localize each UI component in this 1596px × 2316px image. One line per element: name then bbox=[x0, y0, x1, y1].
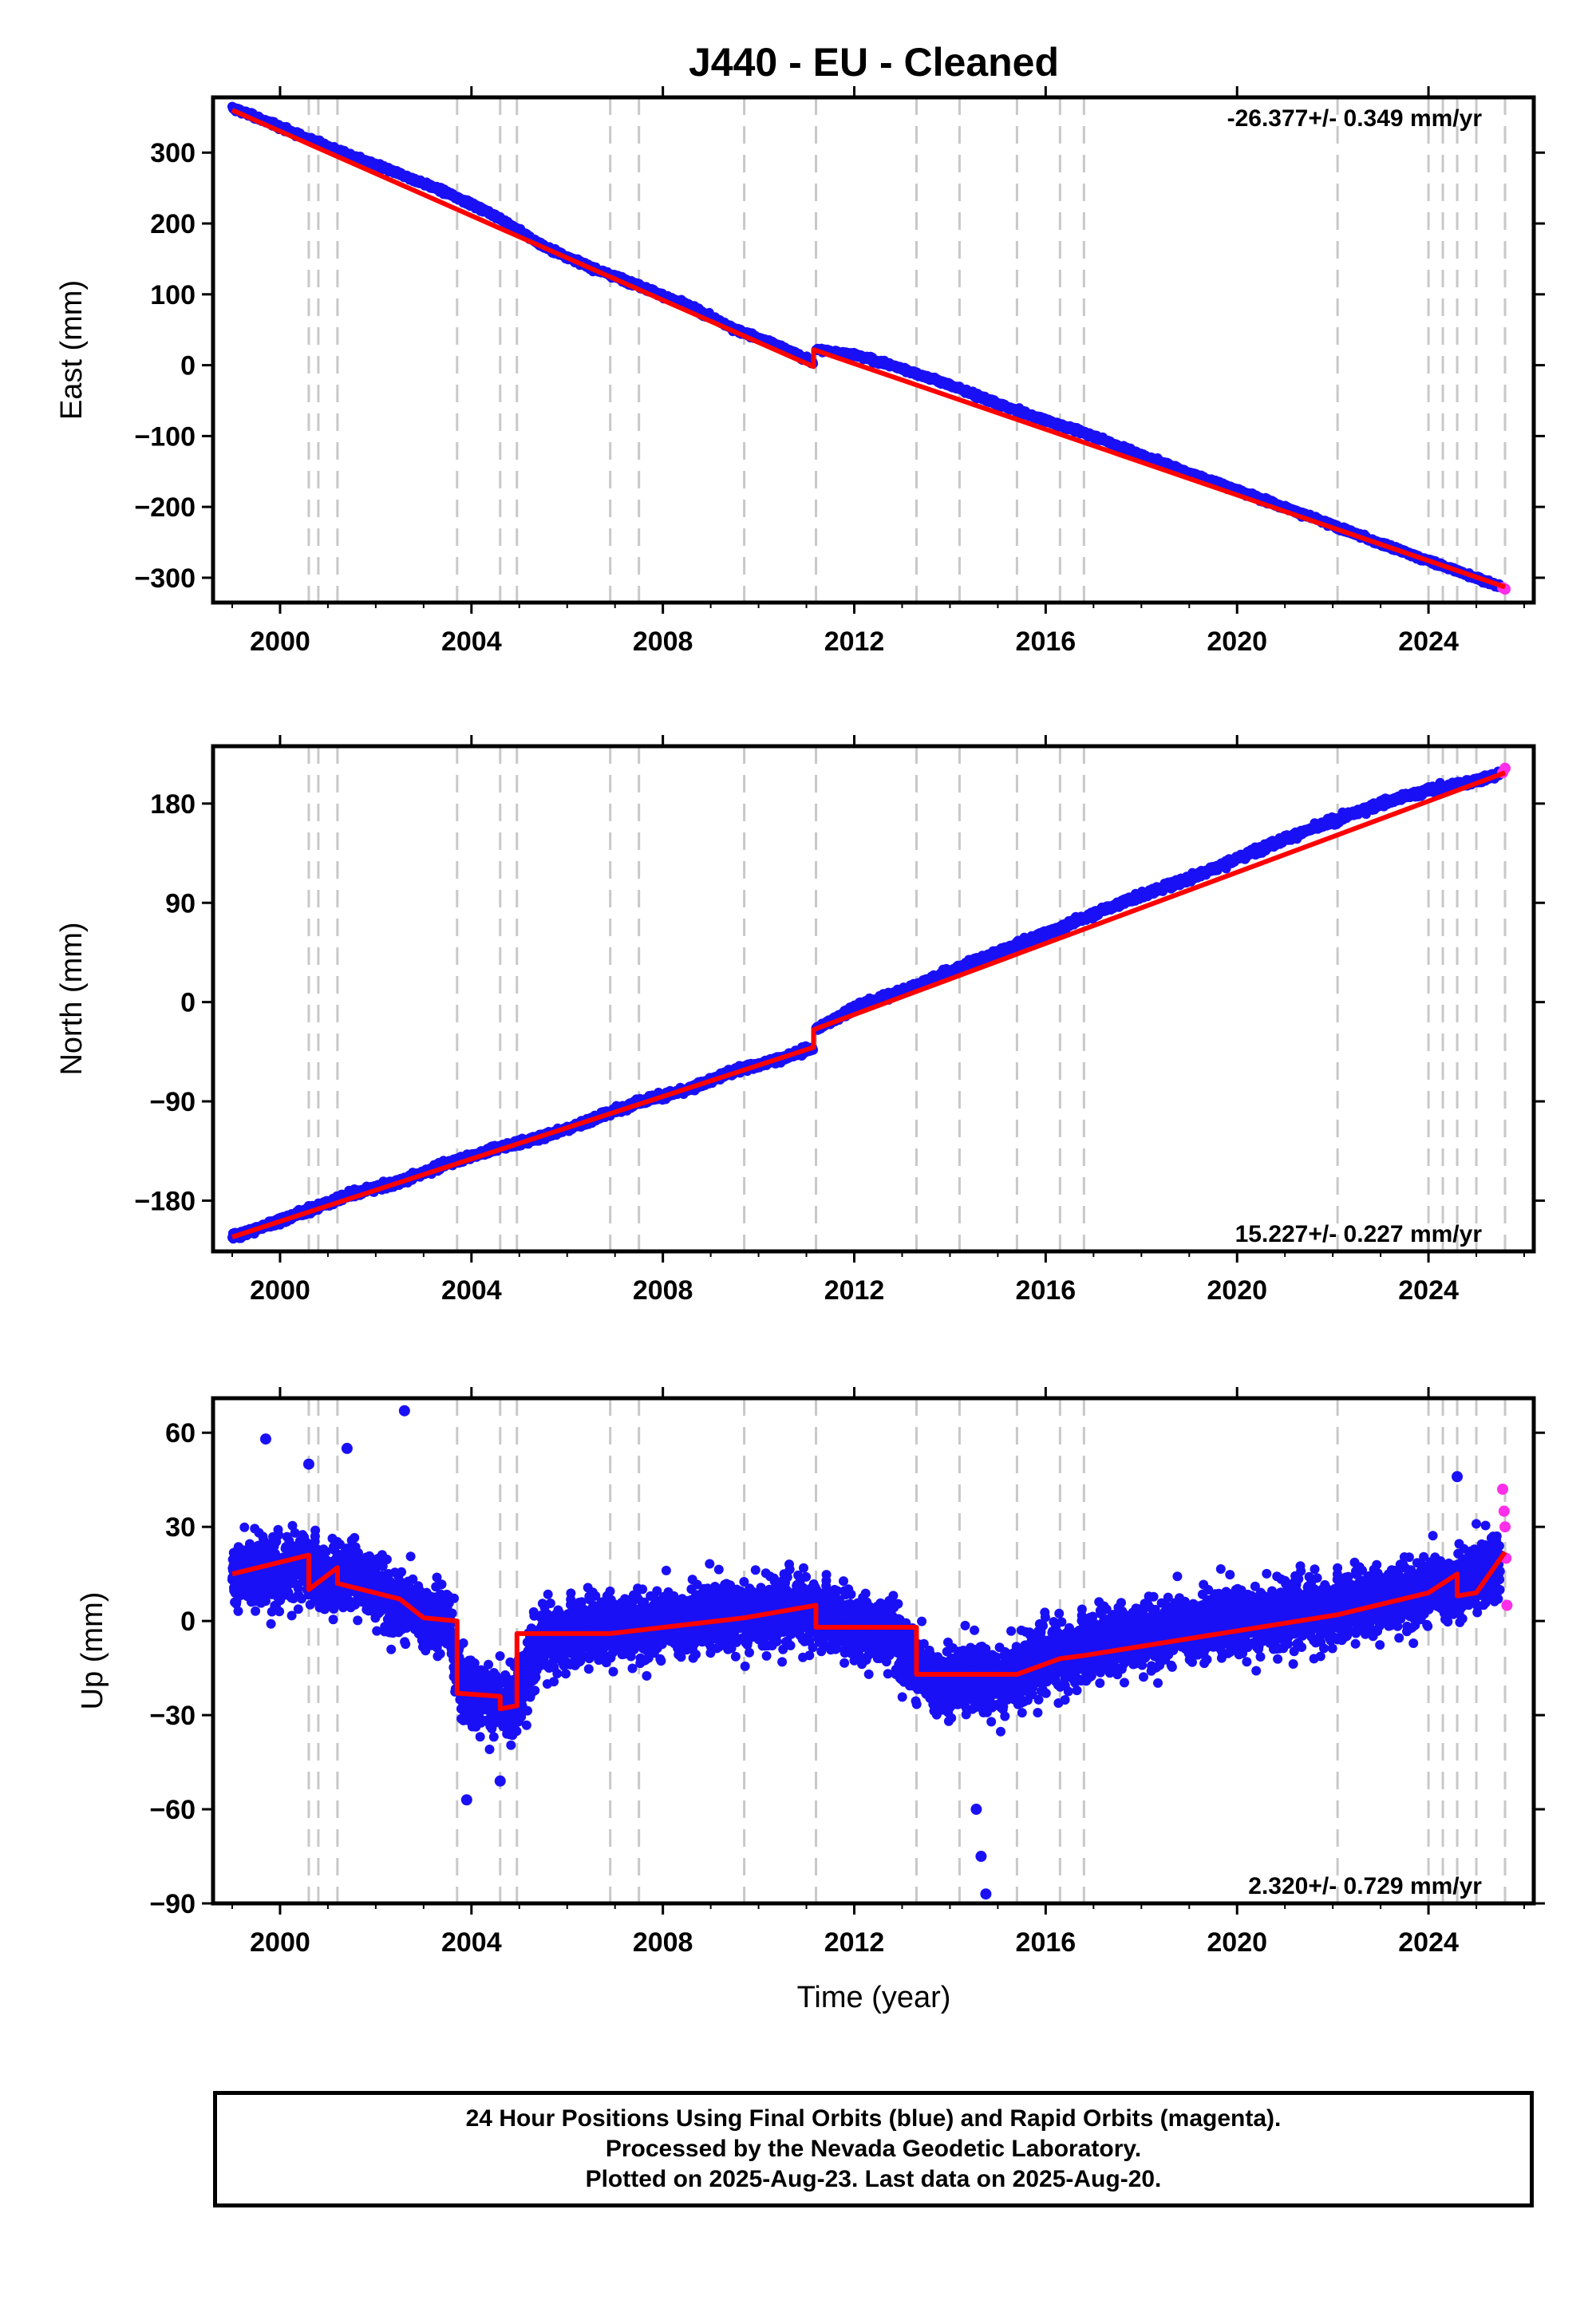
east-ytick-label: −200 bbox=[134, 492, 196, 523]
east-xtick-label: 2020 bbox=[1207, 626, 1267, 657]
east-xtick-label: 2012 bbox=[824, 626, 885, 657]
east-ytick-label: 300 bbox=[150, 138, 196, 168]
east-ytick-label: 100 bbox=[150, 280, 196, 310]
east-ytick-label: 0 bbox=[180, 351, 196, 381]
east-xtick-label: 2000 bbox=[250, 626, 310, 657]
panel-east: 300 200 100 0 −100 −200 −300 2000 2004 2008 2012 20… bbox=[55, 86, 1545, 657]
north-data-layer bbox=[227, 762, 1511, 1244]
east-ytick-label: 200 bbox=[150, 209, 196, 239]
east-ytick-label: −300 bbox=[134, 563, 196, 594]
east-model-line bbox=[231, 108, 1506, 590]
east-ytick-label: −100 bbox=[134, 421, 196, 452]
east-xtick-label: 2004 bbox=[441, 626, 502, 657]
east-frame bbox=[211, 95, 1536, 605]
east-ylabel: East (mm) bbox=[55, 280, 89, 420]
east-xtick-label: 2024 bbox=[1398, 626, 1459, 657]
east-rate-label: -26.377+/- 0.349 mm/yr bbox=[1227, 105, 1483, 132]
east-xtick-label: 2016 bbox=[1016, 626, 1077, 657]
figure-title: J440 - EU - Cleaned bbox=[689, 40, 1059, 85]
east-data-layer bbox=[227, 101, 1511, 595]
east-xtick-label: 2008 bbox=[633, 626, 693, 657]
